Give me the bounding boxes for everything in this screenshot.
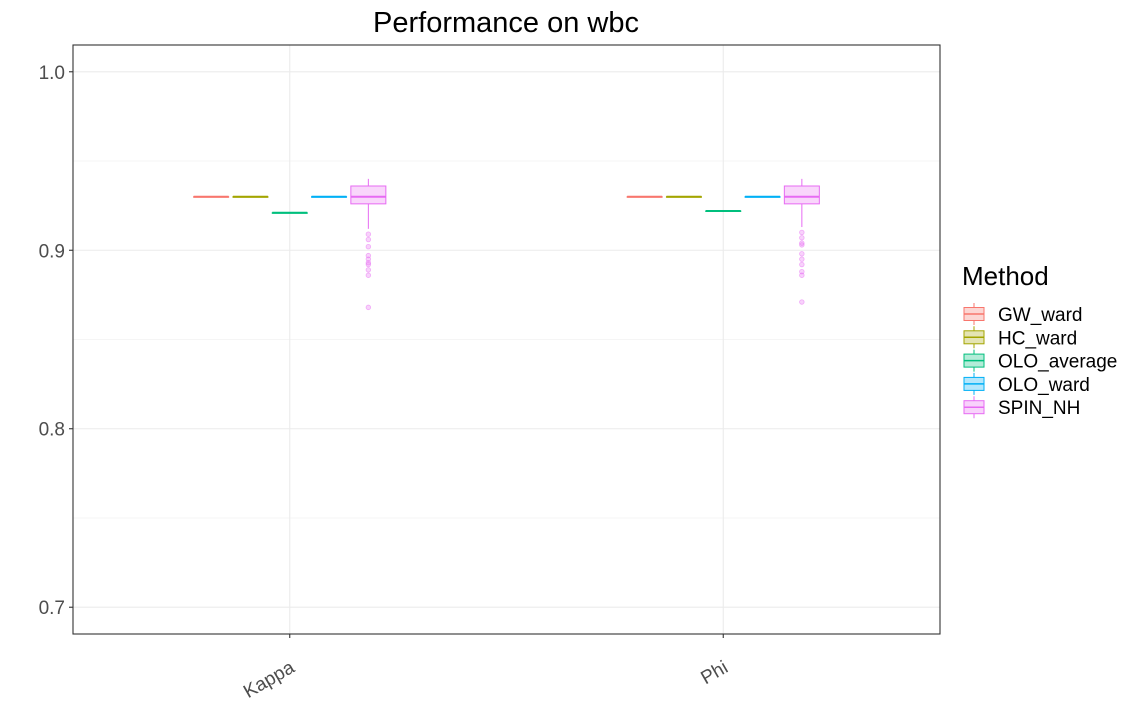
- legend-item: SPIN_NH: [963, 396, 1080, 419]
- plot-border: [72, 44, 941, 635]
- legend-item: OLO_average: [963, 349, 1117, 373]
- outlier-point: [799, 229, 805, 236]
- legend-label: OLO_average: [998, 352, 1117, 373]
- box-SPIN_NH-Phi: [783, 178, 820, 305]
- y-tick-label: 0.9: [39, 241, 65, 262]
- outlier-point: [799, 256, 805, 262]
- y-tick-label: 0.8: [39, 420, 65, 441]
- box-GW_ward-Kappa: [193, 195, 230, 198]
- legend-item: OLO_ward: [963, 372, 1090, 396]
- outlier-point: [799, 251, 805, 257]
- x-tick-label: Phi: [697, 657, 731, 689]
- boxplots: [193, 178, 820, 311]
- box-GW_ward-Phi: [626, 195, 663, 198]
- outlier-point: [365, 236, 372, 243]
- outlier-point: [799, 235, 805, 241]
- outlier-point: [799, 261, 805, 268]
- outlier-point: [365, 267, 372, 273]
- box-OLO_average-Kappa: [271, 211, 308, 214]
- legend-label: GW_ward: [998, 305, 1082, 326]
- box-OLO_ward-Kappa: [311, 195, 348, 198]
- outlier-point: [365, 304, 372, 311]
- box-SPIN_NH-Kappa: [350, 178, 387, 311]
- legend-label: SPIN_NH: [998, 398, 1080, 419]
- outlier-point: [799, 242, 805, 248]
- legend-label: OLO_ward: [998, 375, 1090, 396]
- legend-item: HC_ward: [963, 326, 1077, 349]
- outlier-point: [365, 261, 372, 268]
- box-OLO_ward-Phi: [744, 195, 781, 198]
- outlier-point: [365, 272, 372, 278]
- outlier-point: [365, 260, 372, 266]
- grid-lines: [73, 45, 940, 634]
- box-HC_ward-Phi: [665, 195, 702, 198]
- legend-label: HC_ward: [998, 328, 1077, 349]
- outlier-point: [365, 231, 372, 237]
- box-body: [783, 185, 820, 205]
- outlier-point: [365, 243, 372, 250]
- x-tick-label: Kappa: [240, 657, 298, 703]
- box-HC_ward-Kappa: [232, 195, 269, 198]
- outlier-point: [799, 240, 805, 246]
- y-tick-label: 0.7: [39, 598, 65, 619]
- outlier-point: [799, 272, 805, 278]
- box-body: [350, 185, 387, 205]
- legend-item: GW_ward: [963, 303, 1082, 326]
- y-tick-label: 1.0: [39, 63, 65, 84]
- legend-title: Method: [962, 261, 1049, 291]
- chart-title: Performance on wbc: [373, 7, 639, 39]
- outlier-point: [799, 299, 805, 305]
- box-OLO_average-Phi: [705, 209, 742, 212]
